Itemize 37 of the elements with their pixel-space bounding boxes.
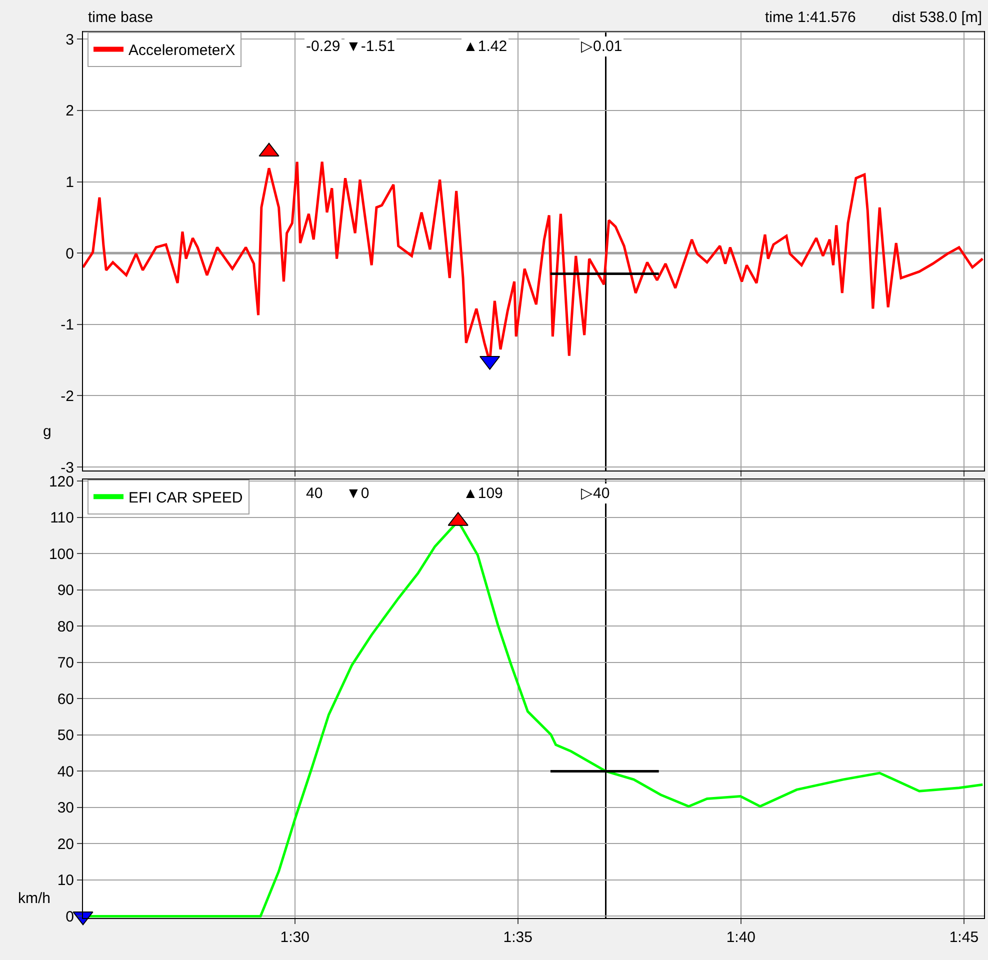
annotation: -0.29 [306,38,340,55]
y-tick-label: 40 [57,763,74,780]
annotation: ▼0 [346,485,370,502]
text: time 1:41.576 [765,9,856,26]
legend-label: AccelerometerX [128,42,236,60]
text: time base [88,9,154,26]
y-tick-label: 110 [50,510,74,527]
annotation: ▲1.42 [463,38,508,55]
y-tick-label: 10 [57,872,74,890]
y-tick-label: 80 [57,618,74,636]
y-tick-label: 30 [57,800,74,817]
y-tick-label: 0 [66,245,74,262]
x-tick-label: 1:45 [949,929,979,946]
text: dist 538.0 [m] [892,9,982,26]
y-tick-label: 60 [57,690,74,708]
y-tick-label: 20 [57,836,74,853]
y-tick-label: 100 [48,546,74,563]
annotation: ▲109 [463,485,503,502]
x-tick-label: 1:30 [280,929,310,946]
y-axis-title: g [43,423,52,440]
y-tick-label: -2 [60,388,74,405]
x-tick-label: 1:35 [503,929,532,946]
y-axis-title: km/h [18,890,51,907]
y-tick-label: -1 [60,316,74,334]
y-tick-label: 0 [66,908,74,926]
y-tick-label: 90 [57,582,74,600]
y-tick-label: 3 [66,31,74,48]
y-tick-label: 70 [57,654,74,672]
y-tick-label: 1 [66,174,74,192]
legend-label: EFI CAR SPEED [128,490,243,507]
annotation: ▷40 [581,485,610,502]
x-tick-label: 1:40 [726,929,756,946]
annotation: ▼-1.51 [346,38,396,55]
y-tick-label: 50 [57,727,74,744]
y-tick-label: 2 [66,102,74,120]
annotation: 40 [306,485,323,502]
annotation: ▷0.01 [581,38,622,55]
